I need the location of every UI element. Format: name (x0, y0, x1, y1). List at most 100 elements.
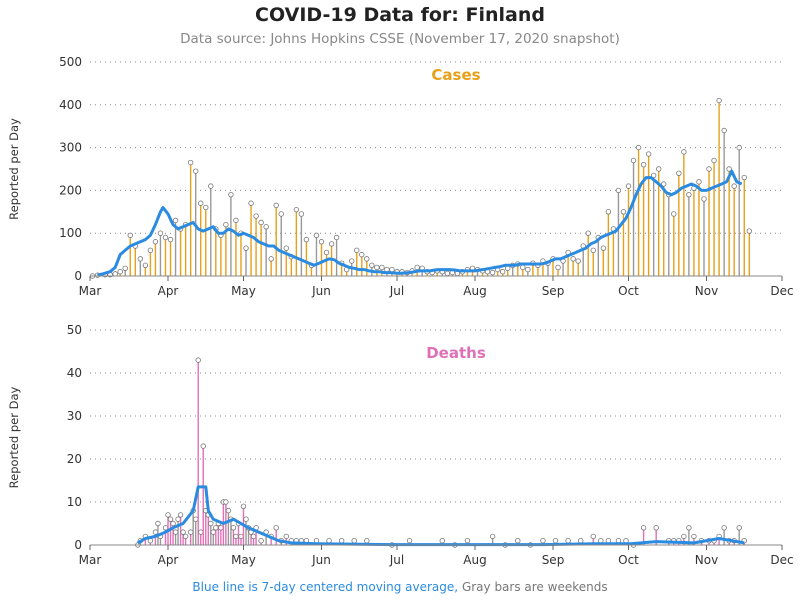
cases-point (137, 256, 144, 262)
cases-point (283, 245, 289, 251)
deaths-point (489, 533, 496, 540)
cases-point (711, 157, 717, 164)
cases-point (313, 232, 320, 239)
deaths-point (218, 525, 224, 531)
cases-point (293, 206, 300, 213)
cases-point (152, 239, 159, 245)
deaths-point (213, 525, 219, 531)
deaths-x-tick-label: Sep (542, 553, 565, 567)
cases-point (570, 256, 576, 262)
cases-point (585, 230, 591, 236)
deaths-point (177, 512, 184, 518)
cases-point (741, 174, 747, 181)
cases-x-tick-label: Dec (770, 284, 793, 298)
deaths-point (326, 538, 332, 544)
cases-y-tick-label: 500 (59, 55, 82, 69)
cases-point (630, 157, 637, 164)
deaths-point (208, 520, 214, 527)
cases-point (187, 159, 194, 166)
deaths-point (170, 520, 176, 527)
deaths-point (691, 533, 697, 540)
cases-point (243, 245, 249, 251)
deaths-point (233, 533, 239, 540)
deaths-point (180, 529, 186, 535)
cases-point (555, 264, 561, 271)
cases-point (192, 168, 199, 174)
deaths-x-tick-label: May (231, 553, 256, 567)
cases-point (520, 264, 526, 271)
cases-point (203, 204, 209, 211)
deaths-point (565, 538, 571, 544)
cases-point (701, 196, 707, 202)
deaths-x-tick-label: Mar (79, 553, 102, 567)
deaths-point (250, 533, 257, 540)
cases-point (208, 183, 214, 189)
deaths-point (590, 533, 596, 540)
cases-y-axis-label: Reported per Day (7, 118, 21, 220)
deaths-point (283, 533, 289, 540)
cases-point (379, 264, 385, 271)
deaths-point (230, 525, 237, 531)
cases-point (233, 217, 239, 224)
deaths-point (187, 529, 194, 535)
footnote-average-text: Blue line is 7-day centered moving avera… (192, 580, 459, 594)
cases-point (645, 151, 652, 157)
deaths-moving-average-line (137, 485, 745, 547)
cases-y-tick-label: 200 (59, 183, 82, 197)
cases-point (268, 256, 274, 262)
cases-x-tick-label: Oct (618, 284, 639, 298)
deaths-point (175, 516, 181, 522)
deaths-point (439, 538, 445, 544)
cases-point (198, 200, 204, 206)
cases-y-tick-label: 100 (59, 226, 82, 240)
cases-point (625, 183, 632, 189)
deaths-x-tick-label: Nov (695, 553, 718, 567)
cases-x-tick-label: Sep (542, 284, 565, 298)
cases-panel: 0 100 200 300 400 500 Reported per Day Cases Mar… (7, 55, 794, 298)
deaths-point (364, 538, 370, 544)
cases-y-tick-label: 0 (74, 269, 82, 283)
cases-moving-average-line (97, 169, 743, 277)
cases-point (525, 266, 531, 273)
deaths-point (223, 499, 229, 505)
cases-point (333, 234, 340, 241)
deaths-y-tick-label: 20 (67, 452, 82, 466)
cases-point (253, 213, 259, 219)
cases-point (328, 241, 335, 247)
cases-point (258, 219, 264, 226)
deaths-y-tick-label: 30 (67, 409, 82, 423)
deaths-point (243, 516, 249, 522)
deaths-point (172, 529, 179, 535)
cases-point (414, 264, 420, 271)
cases-point (661, 181, 667, 187)
cases-point (489, 269, 496, 276)
cases-point (681, 149, 687, 155)
cases-point (605, 209, 612, 215)
cases-point (640, 162, 647, 168)
deaths-panel: 0 10 20 30 40 50 Reported per Day Deaths Mar Apr M… (7, 323, 794, 567)
cases-point (620, 209, 627, 215)
cases-point (122, 265, 128, 271)
deaths-y-axis-label: Reported per Day (7, 386, 21, 488)
cases-point (273, 202, 279, 209)
cases-point (650, 172, 657, 179)
cases-point (354, 247, 360, 254)
cases-point (590, 247, 596, 254)
deaths-point (577, 538, 584, 544)
deaths-x-tick-label: Dec (770, 553, 793, 567)
cases-point (303, 236, 310, 243)
deaths-panel-title: Deaths (426, 344, 486, 362)
cases-point (364, 256, 370, 262)
cases-point (349, 258, 355, 264)
chart-title: COVID-19 Data for: Finland (255, 4, 545, 26)
deaths-point (721, 525, 727, 531)
cases-x-tick-label: Nov (695, 284, 718, 298)
deaths-point (640, 525, 647, 531)
deaths-point (210, 529, 217, 535)
cases-y-tick-label: 300 (59, 141, 82, 155)
deaths-point (198, 529, 204, 535)
cases-point (278, 211, 284, 217)
deaths-x-tick-label: Jun (311, 553, 331, 567)
deaths-y-tick-label: 50 (67, 323, 82, 337)
